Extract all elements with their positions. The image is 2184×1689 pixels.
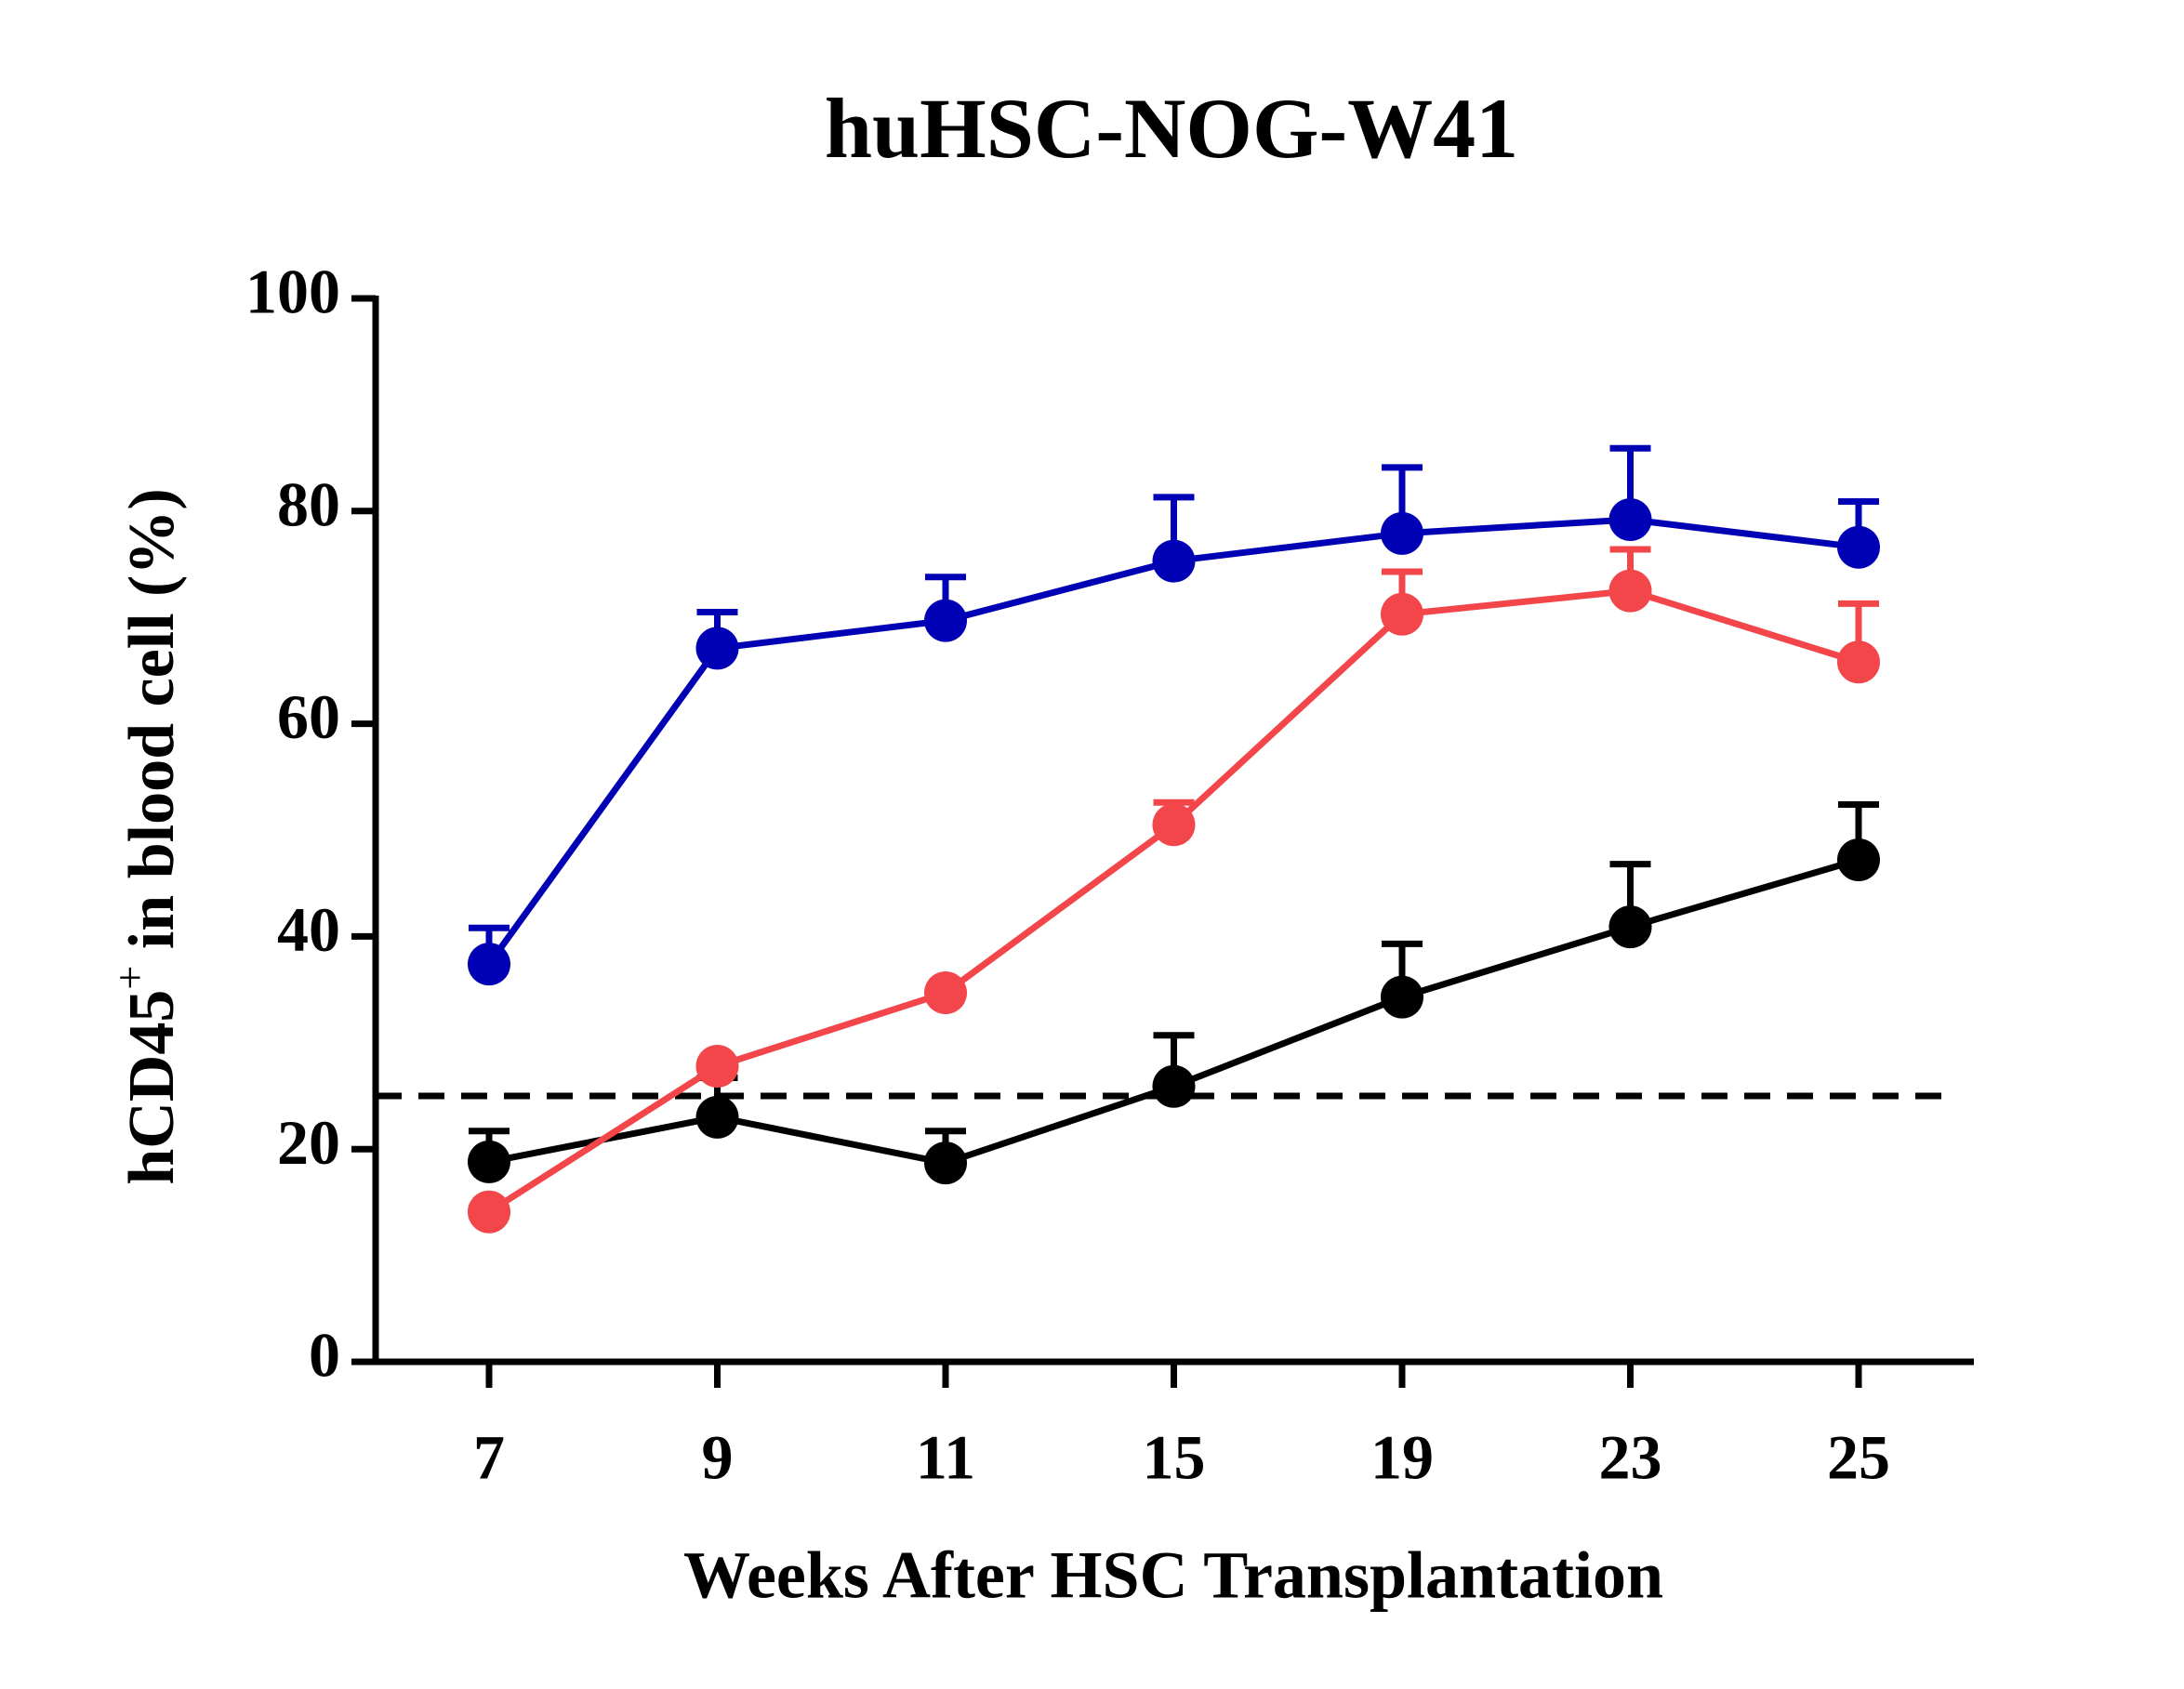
data-point: [695, 1044, 739, 1088]
chart-title: huHSC-NOG-W41: [825, 81, 1518, 176]
y-axis-label: hCD45+ in blood cell (%): [106, 488, 189, 1184]
data-point: [924, 971, 967, 1015]
data-point: [924, 1141, 967, 1185]
data-point: [695, 1095, 739, 1139]
data-point: [1381, 975, 1423, 1019]
data-point: [1608, 569, 1652, 613]
y-label-text: hCD45: [116, 990, 188, 1185]
data-point: [924, 599, 967, 642]
y-label-rest: in blood cell (%): [116, 488, 188, 965]
data-point: [468, 943, 510, 986]
x-axis-label: Weeks After HSC Transplantation: [683, 1538, 1663, 1613]
series-line: [488, 856, 1860, 1167]
data-point: [1381, 592, 1423, 636]
y-tick-label: 60: [277, 681, 340, 752]
y-tick-label: 20: [277, 1107, 340, 1178]
y-tick-label: 80: [277, 468, 340, 539]
y-tick-label: 100: [245, 257, 340, 327]
data-point: [468, 1140, 510, 1183]
data-point: [1152, 803, 1196, 847]
x-tick-label: 19: [1370, 1422, 1434, 1493]
data-point: [695, 627, 739, 670]
data-point: [468, 1190, 510, 1234]
x-tick-label: 23: [1599, 1422, 1662, 1493]
x-tick-label: 15: [1143, 1422, 1206, 1493]
x-tick-label: 9: [702, 1422, 734, 1493]
data-point: [1837, 525, 1880, 569]
x-tick-label: 7: [473, 1422, 505, 1493]
y-tick-label: 40: [277, 894, 340, 965]
data-point: [1837, 640, 1880, 684]
data-point: [1152, 1064, 1196, 1108]
y-label-sup: +: [106, 966, 153, 990]
data-point: [1608, 497, 1652, 541]
y-tick-label: 0: [309, 1320, 340, 1391]
data-point: [1381, 511, 1423, 555]
x-tick-label: 11: [916, 1422, 975, 1493]
data-point: [1152, 539, 1196, 583]
data-point: [1837, 838, 1880, 882]
series-line: [486, 516, 1860, 967]
x-tick-label: 25: [1827, 1422, 1890, 1493]
data-point: [1608, 905, 1652, 949]
